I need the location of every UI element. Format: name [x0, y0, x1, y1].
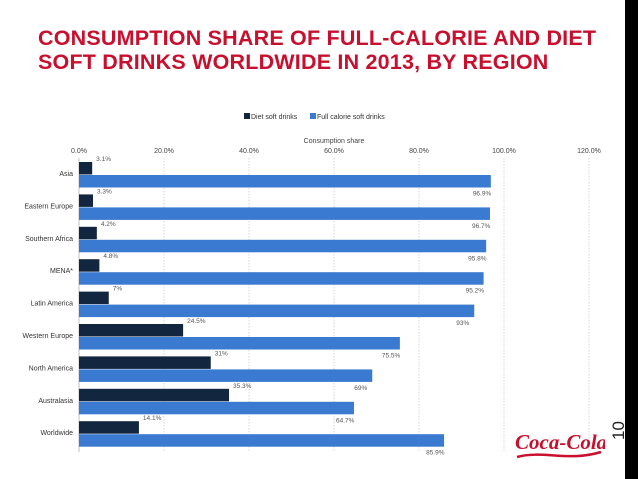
x-tick-label: 40.0% [239, 148, 259, 155]
bar-full-calorie [79, 272, 484, 285]
data-label: 64.7% [336, 417, 355, 424]
x-tick-label: 60.0% [324, 148, 344, 155]
coca-cola-logo: Coca-Cola [515, 430, 605, 459]
data-label: 31% [215, 350, 228, 357]
bar-full-calorie [79, 434, 445, 447]
data-label: 4.8% [103, 253, 118, 260]
x-tick-label: 20.0% [154, 148, 174, 155]
x-tick-label: 100.0% [492, 148, 516, 155]
bar-diet [79, 356, 211, 369]
bar-full-calorie [79, 369, 373, 382]
category-label: Eastern Europe [24, 203, 73, 210]
bar-full-calorie [79, 304, 475, 318]
bar-diet [79, 162, 93, 175]
data-label: 35.3% [233, 383, 252, 390]
data-label: 4.2% [101, 221, 116, 228]
data-label: 3.1% [96, 156, 111, 163]
bar-full-calorie [79, 239, 487, 253]
bar-full-calorie [79, 175, 491, 188]
category-label: Australasia [38, 398, 73, 405]
x-tick-label: 80.0% [409, 148, 429, 155]
data-label: 69% [354, 385, 367, 392]
chart-bars: 3.1% 96.9% 3.3% 96.7% 4.2% 95.8% 4.8% 95.2% 7% 93… [79, 156, 491, 457]
data-label: 24.5% [187, 318, 206, 325]
data-label: 96.7% [472, 223, 491, 230]
chart-legend: Diet soft drinks Full calorie soft drink… [244, 113, 385, 121]
category-label: North America [29, 365, 73, 372]
bar-diet [79, 421, 139, 434]
y-axis-categories: Asia Eastern Europe Southern Africa MENA* La… [23, 171, 74, 437]
legend-swatch-diet [244, 113, 250, 119]
x-axis-ticks: 0.0% 20.0% 40.0% 60.0% 80.0% 100.0% 120.0% [71, 148, 601, 155]
category-label: Worldwide [40, 430, 73, 437]
bar-full-calorie [79, 207, 490, 220]
svg-text:Coca-Cola: Coca-Cola [515, 430, 605, 454]
x-tick-label: 0.0% [71, 148, 87, 155]
page-number: 10 [609, 421, 628, 440]
legend-swatch-full [310, 113, 316, 119]
bar-full-calorie [79, 337, 400, 350]
data-label: 96.9% [473, 191, 492, 198]
category-label: Asia [59, 171, 73, 178]
x-tick-label: 120.0% [577, 148, 601, 155]
data-label: 85.9% [426, 450, 445, 457]
bar-full-calorie [79, 401, 354, 415]
x-axis-title: Consumption share [304, 138, 365, 145]
data-label: 75.5% [382, 353, 401, 360]
data-label: 7% [113, 286, 123, 293]
bar-diet [79, 388, 230, 402]
data-label: 14.1% [143, 415, 162, 422]
legend-label-diet: Diet soft drinks [251, 114, 298, 121]
bar-diet [79, 291, 109, 305]
category-label: MENA* [50, 268, 73, 275]
data-label: 95.8% [468, 255, 487, 262]
bar-diet [79, 226, 97, 240]
bar-diet [79, 194, 94, 207]
slide-title: CONSUMPTION SHARE OF FULL-CALORIE AND DI… [38, 26, 597, 74]
category-label: Western Europe [23, 333, 74, 340]
category-label: Southern Africa [25, 236, 73, 243]
data-label: 3.3% [97, 188, 112, 195]
right-edge-bar [625, 0, 638, 479]
bar-diet [79, 324, 184, 337]
category-label: Latin America [31, 301, 74, 308]
legend-label-full: Full calorie soft drinks [317, 114, 385, 121]
data-label: 93% [456, 320, 469, 327]
bar-diet [79, 259, 100, 272]
data-label: 95.2% [466, 288, 485, 295]
